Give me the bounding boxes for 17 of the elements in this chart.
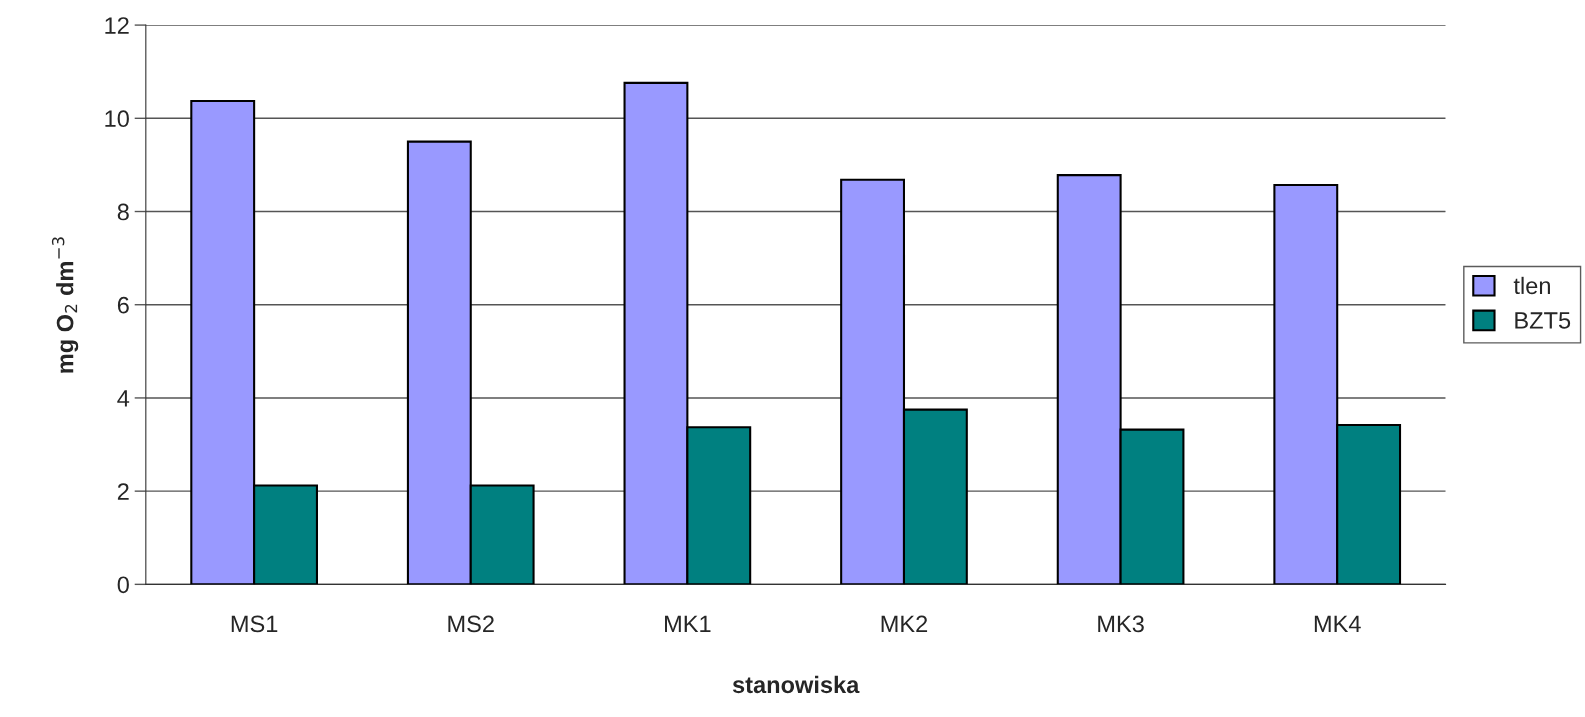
legend-label: tlen	[1513, 276, 1550, 295]
y-tick-label: 4	[117, 390, 130, 407]
x-tick-label: MS2	[448, 615, 494, 633]
y-tick-label: 12	[105, 17, 129, 34]
y-tick-label: 10	[105, 110, 129, 128]
x-axis-title: stanowiska	[732, 675, 860, 694]
y-tick-label: 6	[117, 296, 129, 314]
x-tick-label: MK3	[1098, 615, 1144, 633]
y-tick-label: 8	[117, 203, 129, 221]
legend-label: BZT5	[1515, 312, 1571, 329]
x-tick-label: MK4	[1314, 615, 1361, 633]
x-tick-label: MS1	[231, 615, 278, 633]
y-axis-title: mg O$_{2}$ dm$^{−3}$	[51, 237, 79, 373]
x-tick-label: MK2	[881, 615, 928, 633]
y-tick-label: 2	[117, 483, 129, 500]
y-tick-label: 0	[117, 576, 129, 594]
x-tick-label: MK1	[665, 615, 711, 633]
